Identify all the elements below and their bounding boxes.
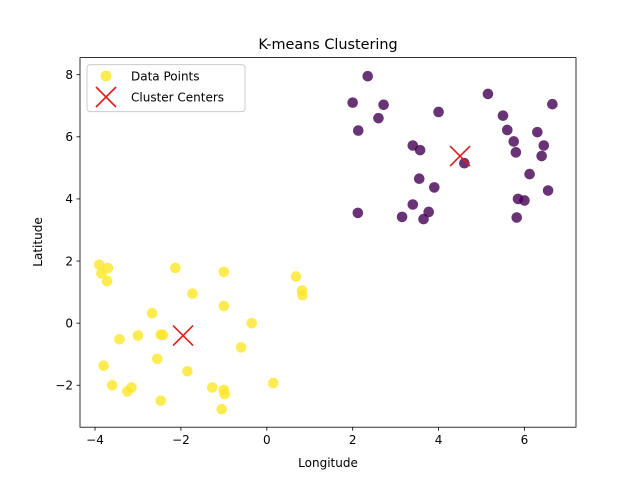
x-axis-label: Longitude [298, 456, 358, 470]
data-point-cluster-0-13 [132, 330, 144, 341]
data-point-cluster-1-23 [519, 195, 530, 206]
data-point-cluster-0-22 [155, 395, 167, 407]
data-point-cluster-1-11 [510, 147, 522, 158]
x-axis-ticks: −4 −2 0 2 4 6 [86, 427, 528, 447]
plot-area-frame [79, 57, 577, 428]
legend-marker-cluster-centers [95, 86, 117, 108]
data-point-cluster-0-14 [114, 334, 125, 345]
y-axis-ticks: −2 0 2 4 6 8 [55, 68, 80, 393]
y-tick-label: 2 [65, 254, 73, 268]
data-point-cluster-0-23 [182, 365, 193, 377]
data-point-cluster-1-5 [433, 106, 444, 118]
data-point-cluster-1-10 [508, 136, 520, 147]
data-point-cluster-1-4 [373, 112, 384, 124]
data-point-cluster-0-2 [102, 262, 114, 274]
y-axis-label: Latitude [31, 217, 45, 266]
data-point-cluster-0-5 [187, 288, 198, 299]
data-point-cluster-0-4 [170, 262, 181, 274]
chart-title: K-means Clustering [258, 37, 397, 53]
x-tick-label: 4 [435, 433, 443, 447]
data-point-cluster-1-28 [511, 212, 523, 223]
data-point-cluster-0-16 [157, 329, 169, 341]
data-point-cluster-1-8 [547, 98, 558, 110]
data-point-cluster-1-20 [524, 168, 535, 180]
y-tick-label: 0 [65, 316, 73, 330]
y-tick-label: −2 [55, 379, 73, 393]
data-point-cluster-1-7 [497, 110, 509, 121]
legend-box [86, 64, 246, 113]
data-point-cluster-1-12 [532, 126, 543, 138]
x-tick-label: 0 [263, 433, 271, 447]
data-point-cluster-0-7 [218, 300, 230, 312]
data-point-cluster-0-10 [297, 289, 308, 301]
data-point-cluster-0-29 [267, 377, 279, 389]
data-point-cluster-1-6 [482, 88, 494, 100]
data-point-cluster-0-6 [218, 266, 230, 278]
cluster-center-0 [172, 325, 194, 347]
x-tick-label: 6 [521, 433, 529, 447]
data-point-cluster-1-19 [428, 182, 440, 193]
data-point-cluster-0-21 [121, 386, 133, 397]
data-point-cluster-1-29 [352, 207, 364, 219]
data-point-cluster-1-2 [378, 99, 389, 111]
data-point-cluster-0-8 [290, 271, 302, 282]
data-point-cluster-0-24 [235, 342, 247, 353]
data-point-cluster-1-9 [501, 124, 513, 136]
y-tick-label: 4 [65, 192, 73, 206]
data-point-cluster-1-1 [362, 70, 374, 82]
legend-marker-data-points [100, 70, 112, 82]
data-point-cluster-1-26 [396, 211, 408, 223]
data-point-cluster-1-0 [347, 97, 358, 108]
x-tick-label: −4 [86, 433, 104, 447]
cluster-center-1 [449, 145, 471, 167]
x-tick-label: 2 [349, 433, 357, 447]
data-point-cluster-1-3 [352, 125, 364, 136]
legend: Data Points Cluster Centers [86, 64, 246, 113]
y-tick-label: 8 [65, 68, 73, 82]
data-point-cluster-0-25 [206, 382, 218, 393]
points-layer [94, 70, 558, 415]
data-point-cluster-0-18 [98, 360, 109, 372]
data-point-cluster-1-14 [536, 150, 547, 162]
legend-label-data-points: Data Points [131, 70, 200, 84]
data-point-cluster-1-17 [459, 157, 470, 169]
data-point-cluster-0-28 [216, 403, 228, 415]
data-point-cluster-1-24 [407, 199, 419, 210]
data-point-cluster-1-21 [542, 185, 554, 196]
data-point-cluster-1-13 [538, 140, 550, 151]
data-point-cluster-1-16 [414, 144, 426, 156]
data-point-cluster-0-3 [101, 275, 113, 287]
data-point-cluster-0-11 [246, 317, 258, 329]
legend-label-cluster-centers: Cluster Centers [131, 91, 224, 105]
centers-layer [172, 145, 471, 347]
data-point-cluster-0-19 [106, 379, 118, 391]
y-tick-label: 6 [65, 130, 73, 144]
data-point-cluster-0-0 [94, 259, 105, 271]
data-point-cluster-1-27 [418, 213, 429, 225]
x-tick-label: −2 [172, 433, 190, 447]
data-point-cluster-0-17 [151, 353, 163, 365]
data-point-cluster-1-18 [413, 173, 425, 185]
data-point-cluster-0-27 [219, 388, 231, 400]
data-point-cluster-0-12 [146, 307, 158, 319]
